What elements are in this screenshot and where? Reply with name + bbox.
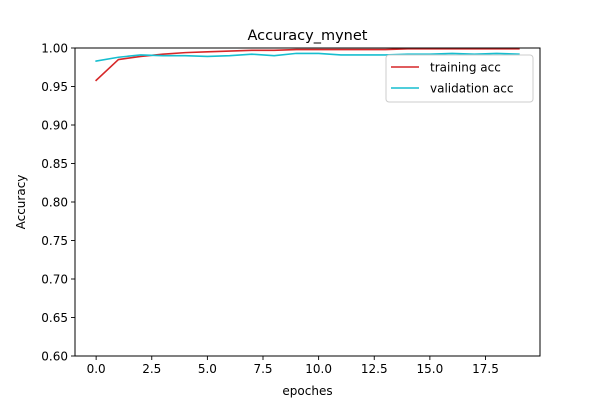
legend-label: validation acc [430, 82, 513, 96]
y-tick-label: 0.65 [41, 311, 68, 325]
y-tick-label: 0.80 [41, 196, 68, 210]
y-tick-label: 0.95 [41, 80, 68, 94]
x-axis-ticks: 0.0 2.5 5.0 7.5 10.0 12.5 15.0 17.5 [87, 356, 499, 376]
legend-box [385, 54, 534, 103]
x-tick-label: 15.0 [417, 362, 444, 376]
y-tick-label: 0.60 [41, 350, 68, 364]
y-tick-label: 0.85 [41, 157, 68, 171]
x-tick-label: 0.0 [87, 362, 106, 376]
x-tick-label: 12.5 [361, 362, 388, 376]
y-tick-label: 1.00 [41, 42, 68, 56]
x-tick-label: 5.0 [198, 362, 217, 376]
x-tick-label: 2.5 [142, 362, 161, 376]
y-axis-ticks: 0.60 0.65 0.70 0.75 0.80 0.85 0.90 0.95 1.00 [41, 42, 75, 364]
x-tick-label: 10.0 [305, 362, 332, 376]
y-tick-label: 0.75 [41, 234, 68, 248]
x-tick-label: 17.5 [472, 362, 499, 376]
legend-label: training acc [430, 61, 501, 75]
x-axis-label: epoches [282, 384, 332, 398]
y-axis-label: Accuracy [14, 175, 28, 230]
series-line-training-acc [95, 47, 520, 82]
legend: training acc validation acc [385, 54, 534, 103]
chart-title: Accuracy_mynet [248, 28, 368, 44]
series-lines [95, 47, 520, 82]
plot-frame [74, 47, 541, 357]
y-tick-label: 0.70 [41, 273, 68, 287]
y-tick-label: 0.90 [41, 119, 68, 133]
x-tick-label: 7.5 [253, 362, 272, 376]
series-line-validation-acc [95, 52, 520, 63]
